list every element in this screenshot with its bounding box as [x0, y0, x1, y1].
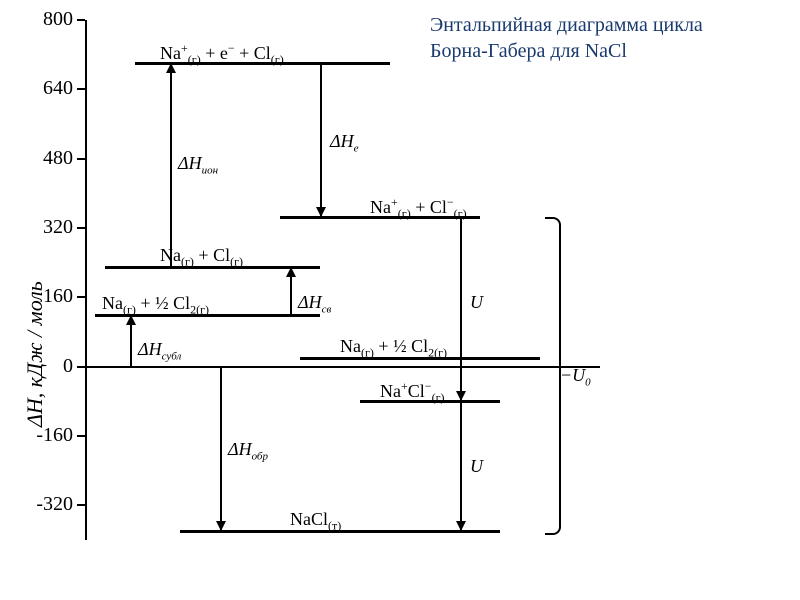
energy-level-label: Na(г) + Cl(г) [160, 245, 243, 270]
y-tick [77, 19, 85, 21]
arrow-label: ΔHe [330, 131, 358, 155]
arrow-label: ΔHсв [298, 292, 331, 316]
arrow-label: ΔHсубл [138, 339, 181, 363]
y-axis-label: ΔH, кДж / моль [22, 281, 48, 427]
arrow-head [286, 267, 296, 277]
energy-level-label: Na(г) + ½ Cl2(г) [102, 293, 209, 318]
title-line1: Энтальпийная диаграмма цикла [430, 14, 703, 37]
arrow-head [456, 521, 466, 531]
y-tick-label: 480 [18, 147, 73, 170]
diagram-stage: Энтальпийная диаграмма цикла Борна-Габер… [0, 0, 800, 600]
lattice-bracket [545, 217, 561, 535]
y-axis-line [85, 20, 87, 540]
arrow-head [456, 391, 466, 401]
energy-level-label: Na+Cl−(г) [380, 379, 445, 406]
y-tick [77, 227, 85, 229]
energy-level-label: Na+(г) + e− + Cl(г) [160, 41, 284, 68]
y-tick-label: 640 [18, 77, 73, 100]
zero-line [85, 366, 600, 368]
arrow-label: ΔHобр [228, 439, 268, 463]
energy-level-label: Na+(г) + Cl−(г) [370, 195, 467, 222]
arrow-a_U1 [460, 217, 462, 401]
arrow-head [126, 315, 136, 325]
arrow-a_U2 [460, 401, 462, 531]
energy-level-label: NaCl(т) [290, 509, 341, 534]
arrow-a_e [320, 63, 322, 217]
y-tick-label: 800 [18, 8, 73, 31]
arrow-head [216, 521, 226, 531]
energy-level-label: Na(г) + ½ Cl2(г) [340, 336, 447, 361]
arrow-label: ΔHион [178, 153, 218, 177]
arrow-label: U [470, 292, 483, 313]
y-tick [77, 366, 85, 368]
y-tick-label: 320 [18, 216, 73, 239]
y-tick [77, 504, 85, 506]
arrow-label: U [470, 456, 483, 477]
y-tick-label: -160 [18, 424, 73, 447]
bracket-label: −U0 [560, 365, 591, 389]
arrow-a_ion [170, 63, 172, 267]
y-tick [77, 88, 85, 90]
y-tick [77, 435, 85, 437]
y-tick [77, 158, 85, 160]
arrow-head [166, 63, 176, 73]
y-tick-label: -320 [18, 493, 73, 516]
arrow-a_obr [220, 367, 222, 532]
y-tick [77, 296, 85, 298]
title-line2: Борна-Габера для NaCl [430, 40, 627, 63]
arrow-head [316, 207, 326, 217]
